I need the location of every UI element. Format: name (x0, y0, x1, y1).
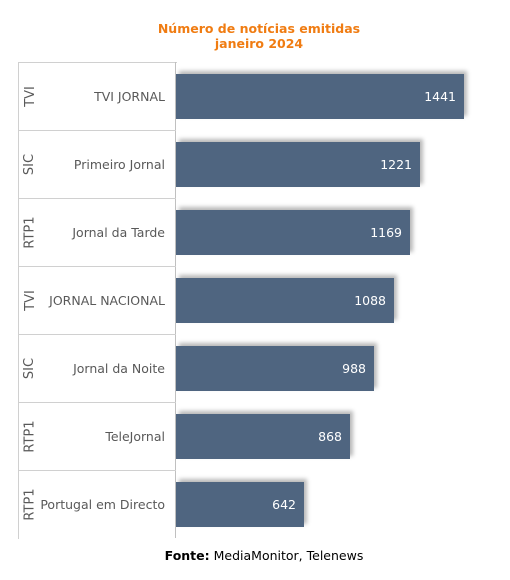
bar-value-label: 868 (318, 429, 342, 444)
bar-value-label: 1169 (370, 225, 402, 240)
channel-label: SIC (18, 334, 42, 402)
bar-value-label: 1441 (424, 89, 456, 104)
channel-label-text: SIC (22, 357, 38, 379)
category-tick-label: JORNAL NACIONAL (49, 292, 165, 308)
chart-subtitle: janeiro 2024 (214, 36, 304, 51)
category-tick-label: TVI JORNAL (94, 88, 165, 104)
bar (176, 482, 304, 527)
bar (176, 210, 410, 255)
channel-label: RTP1 (18, 402, 42, 470)
row-separator (18, 402, 176, 403)
category-tick-label: Primeiro Jornal (73, 156, 165, 172)
chart-title-block: Número de notícias emitidas janeiro 2024 (0, 21, 510, 51)
bar (176, 74, 464, 119)
channel-label-text: SIC (22, 153, 38, 175)
channel-label: RTP1 (18, 470, 42, 538)
bar (176, 142, 420, 187)
chart-title: Número de notícias emitidas (157, 21, 361, 36)
row-separator (18, 130, 176, 131)
bar (176, 346, 374, 391)
bar (176, 414, 350, 459)
value-axis-baseline (175, 62, 176, 538)
chart-source: Fonte: MediaMonitor, Telenews (0, 548, 510, 563)
bar-value-label: 988 (342, 361, 366, 376)
source-label: Fonte: (164, 548, 210, 563)
row-separator (18, 334, 176, 335)
channel-label-text: RTP1 (22, 215, 38, 249)
row-separator (18, 266, 176, 267)
category-tick-label: Jornal da Tarde (72, 224, 165, 240)
row-separator (18, 470, 176, 471)
source-text: MediaMonitor, Telenews (209, 548, 364, 563)
channel-label: RTP1 (18, 198, 42, 266)
channel-label-text: RTP1 (22, 419, 38, 453)
channel-label-text: RTP1 (22, 487, 38, 521)
bar (176, 278, 394, 323)
category-tick-label: TeleJornal (105, 428, 165, 444)
bar-value-label: 1221 (380, 157, 412, 172)
bar-value-label: 1088 (354, 293, 386, 308)
category-axis-frame (18, 62, 177, 539)
category-tick-label: Portugal em Directo (40, 496, 165, 512)
channel-label: TVI (18, 266, 42, 334)
row-separator (18, 198, 176, 199)
channel-label: TVI (18, 62, 42, 130)
channel-label: SIC (18, 130, 42, 198)
bar-value-label: 642 (272, 497, 296, 512)
channel-label-text: TVI (22, 289, 38, 311)
category-tick-label: Jornal da Noite (73, 360, 165, 376)
channel-label-text: TVI (22, 85, 38, 107)
